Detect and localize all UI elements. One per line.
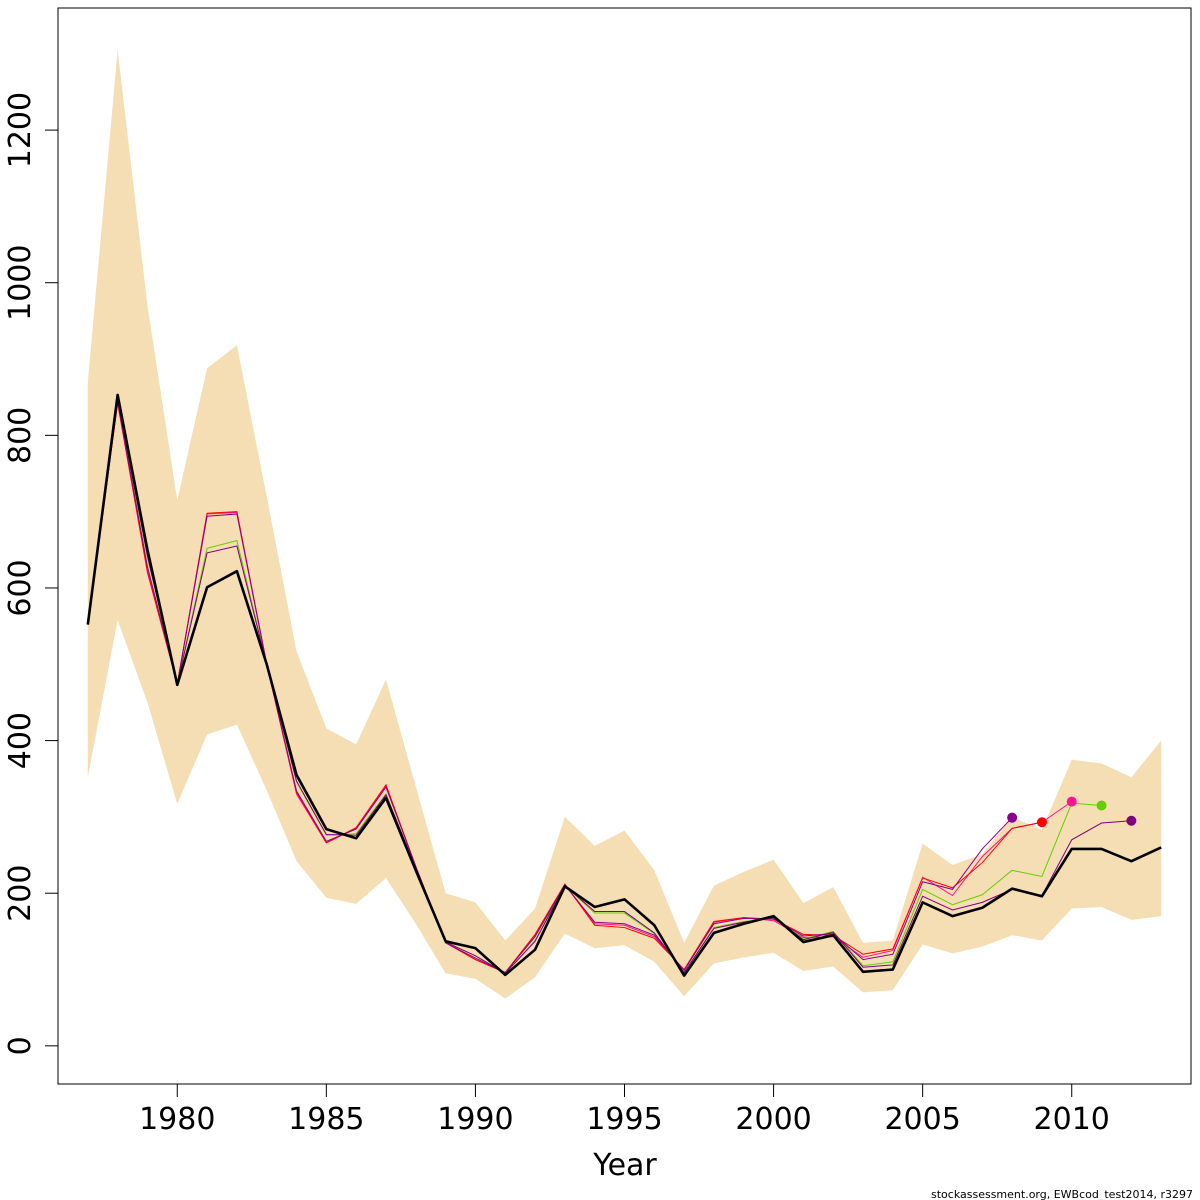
y-tick-label: 800 (3, 407, 38, 464)
retro-end-point-3 (1096, 800, 1107, 811)
y-tick-label: 1000 (3, 245, 38, 321)
x-axis-title: Year (592, 1148, 657, 1183)
x-axis: 1980 1985 1990 1995 2000 2005 2010 (139, 1083, 1110, 1137)
main-series-line (86, 393, 1162, 977)
footer-credit: stockassessment.org, EWBcod_test2014, r3… (931, 1188, 1193, 1200)
x-tick-label: 2005 (884, 1102, 960, 1137)
x-tick-label: 1990 (437, 1102, 513, 1137)
confidence-band (87, 49, 1162, 999)
y-axis: 0 200 400 600 800 1000 1200 (3, 92, 59, 1055)
y-tick-label: 400 (3, 712, 38, 769)
main-series-layer (86, 393, 1162, 977)
y-tick-label: 600 (3, 559, 38, 616)
retro-end-point-2 (1036, 817, 1047, 828)
end-points-layer (1007, 796, 1137, 828)
retro-end-point-1 (1066, 796, 1077, 807)
y-tick-label: 200 (3, 865, 38, 922)
y-tick-label: 1200 (3, 92, 38, 168)
x-tick-label: 1980 (139, 1102, 215, 1137)
retro-series-line-5 (87, 401, 1013, 974)
confidence-band-layer (87, 49, 1162, 999)
y-tick-label: 0 (3, 1036, 38, 1055)
retro-end-point-4 (1126, 815, 1137, 826)
x-tick-label: 2000 (735, 1102, 811, 1137)
x-tick-label: 1995 (586, 1102, 662, 1137)
retro-end-point-5 (1007, 812, 1018, 823)
x-tick-label: 2010 (1034, 1102, 1110, 1137)
x-tick-label: 1985 (288, 1102, 364, 1137)
